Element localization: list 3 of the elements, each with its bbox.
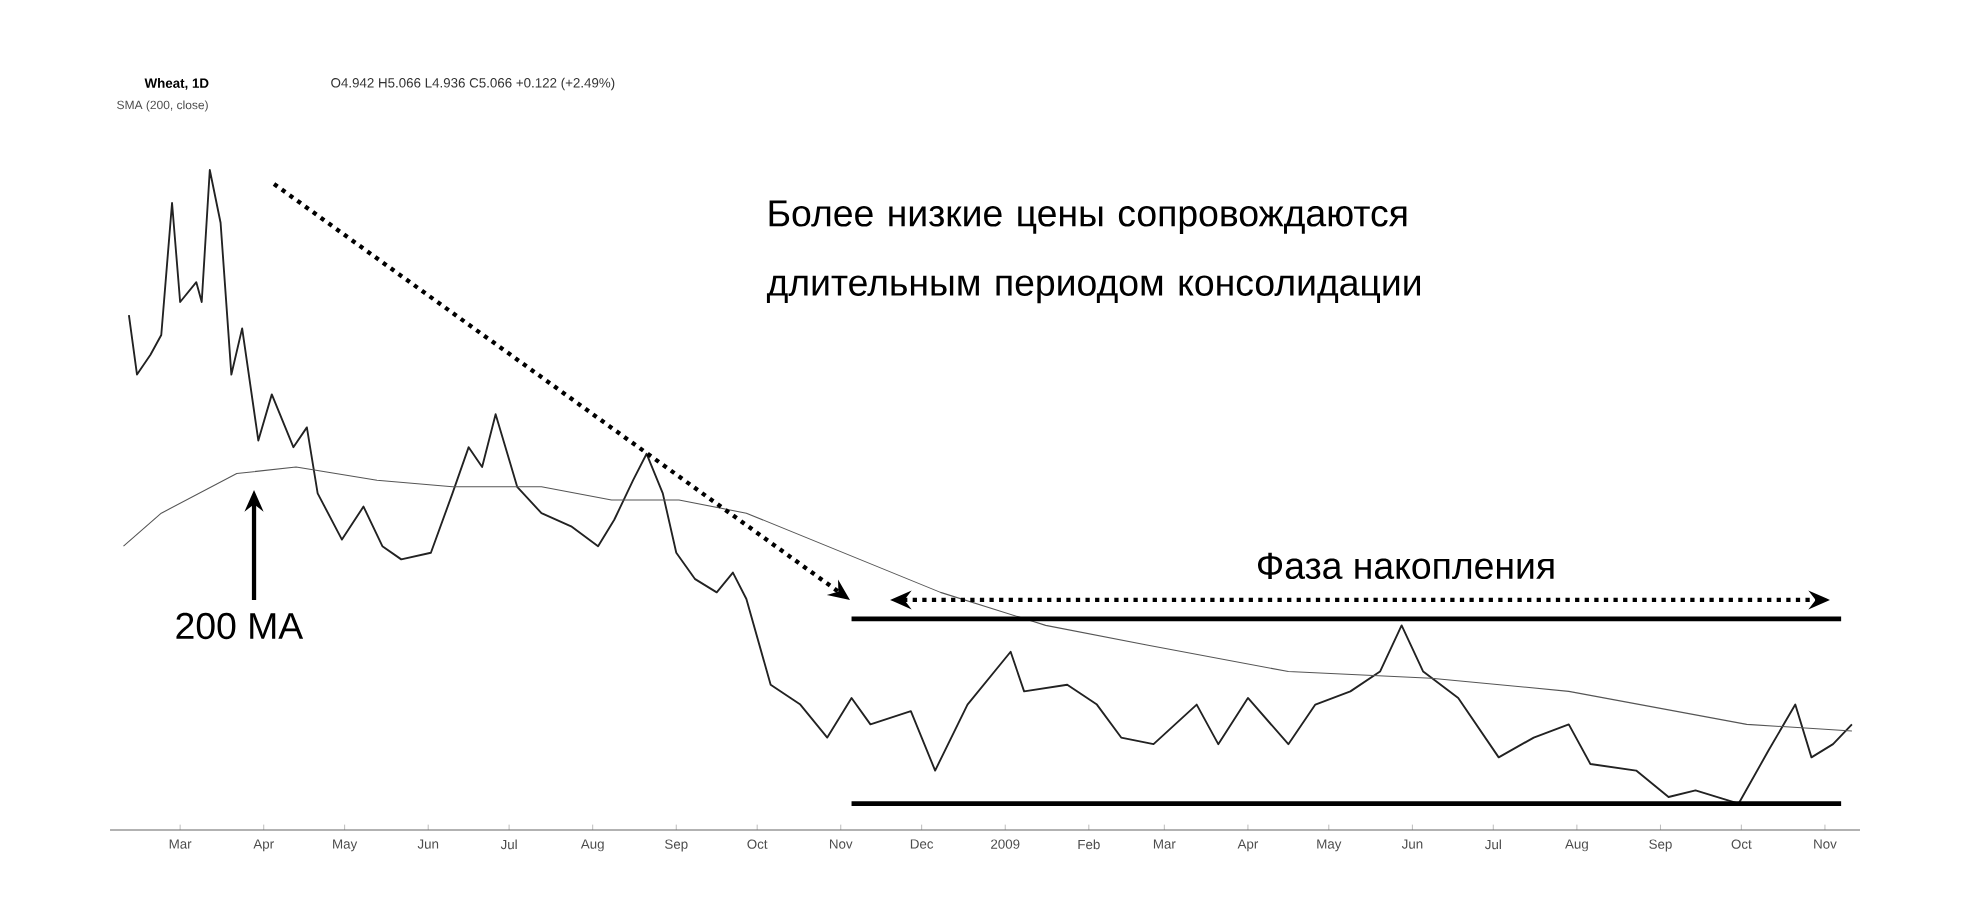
annotation: Фаза накопления <box>1257 552 1554 580</box>
annotation: Более низкие цены сопровождаются длительным периодом консолидации <box>766 200 1421 304</box>
annotation: 200 MA <box>176 612 304 640</box>
